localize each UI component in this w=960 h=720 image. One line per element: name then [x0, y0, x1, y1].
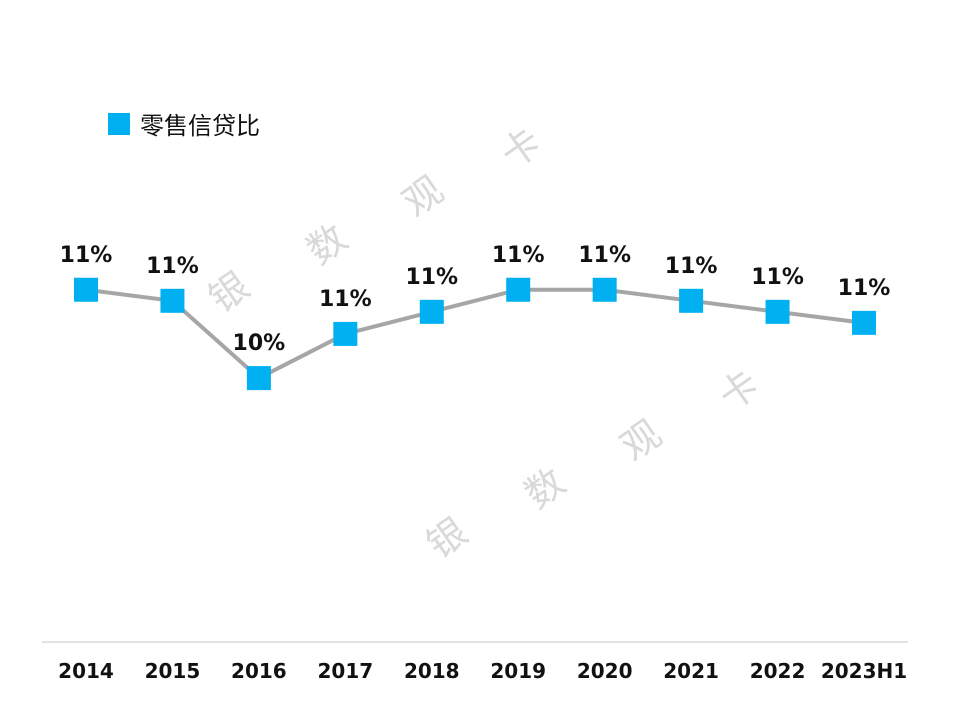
- x-tick-label: 2019: [490, 659, 546, 683]
- data-label: 11%: [146, 254, 199, 279]
- data-label: 11%: [838, 276, 891, 301]
- data-point-marker: [160, 288, 185, 313]
- legend-swatch: [108, 112, 130, 135]
- x-tick-label: 2023H1: [821, 659, 907, 683]
- legend-label: 零售信贷比: [140, 112, 260, 140]
- x-tick-label: 2015: [145, 659, 201, 683]
- x-tick-label: 2020: [577, 659, 633, 683]
- series-line: [85, 287, 865, 381]
- data-label: 11%: [751, 265, 804, 290]
- x-tick-label: 2017: [317, 659, 373, 683]
- legend: 零售信贷比: [108, 106, 260, 141]
- data-point-marker: [419, 299, 444, 324]
- x-tick-label: 2016: [231, 659, 287, 683]
- data-point-marker: [852, 310, 876, 335]
- data-label: 10%: [233, 331, 286, 356]
- series-layer: 11% 11% 10% 11% 11% 11% 11% 11% 11% 11%: [60, 243, 891, 391]
- data-label: 11%: [319, 287, 372, 312]
- data-point-marker: [246, 366, 271, 391]
- data-point-marker: [506, 277, 531, 302]
- data-label: 11%: [665, 254, 718, 279]
- x-tick-label: 2018: [404, 659, 460, 683]
- data-point-marker: [765, 299, 790, 324]
- data-label: 11%: [492, 243, 545, 268]
- data-label: 11%: [578, 243, 631, 268]
- data-label: 11%: [405, 265, 458, 290]
- tick-layer: 2014 2015 2016 2017 2018 2019 2020 2021 2022 2023…: [58, 659, 907, 683]
- x-tick-label: 2022: [750, 659, 806, 683]
- data-label: 11%: [60, 243, 113, 268]
- data-point-marker: [74, 277, 98, 302]
- x-tick-label: 2021: [663, 659, 719, 683]
- data-point-marker: [592, 277, 617, 302]
- data-point-marker: [333, 321, 358, 346]
- x-tick-label: 2014: [58, 659, 114, 683]
- data-point-marker: [679, 288, 704, 313]
